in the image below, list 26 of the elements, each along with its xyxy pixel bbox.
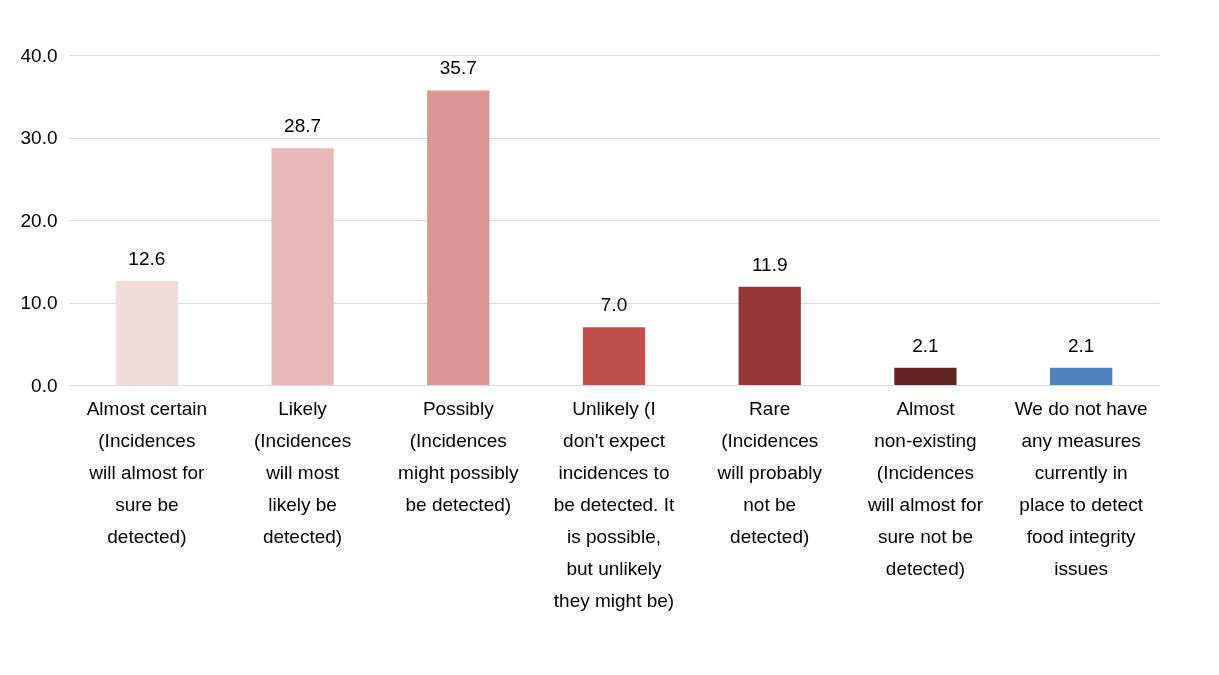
- bar: [894, 367, 957, 385]
- data-label: 28.7: [284, 115, 322, 137]
- bar: [738, 286, 801, 385]
- data-label: 11.9: [751, 253, 788, 275]
- data-label: 7.0: [600, 294, 628, 316]
- x-tick-label: Almost non-existing (Incidences will almost for sure not be detected): [866, 397, 984, 579]
- x-tick-label: Almost certain (Incidences will almost for sure be detected): [86, 397, 208, 547]
- bar: [271, 148, 334, 385]
- x-tick-label: Likely (Incidences will most likely be detected): [253, 397, 352, 547]
- y-tick-label: 20.0: [20, 209, 58, 231]
- x-tick-label: Rare (Incidences will probably not be detected): [716, 397, 823, 547]
- data-label: 2.1: [1067, 334, 1095, 356]
- bar: [1050, 367, 1113, 385]
- data-label: 35.7: [439, 57, 477, 79]
- y-tick-label: 10.0: [20, 292, 58, 313]
- x-tick-label: Unlikely (I don't expect incidences to be detected. It is possible, but unlikely they might be): [553, 397, 675, 611]
- x-tick-label: We do not have any measures currently in place to detect food integrity issues: [1014, 397, 1148, 579]
- x-tick-label: Possibly (Incidences might possibly be detected): [398, 397, 519, 515]
- bar: [115, 281, 178, 385]
- y-tick-label: 30.0: [20, 127, 58, 148]
- data-label: 12.6: [128, 248, 166, 270]
- data-label: 2.1: [912, 334, 939, 356]
- y-tick-label: 0.0: [31, 374, 58, 396]
- bar: [582, 327, 646, 385]
- bar: [427, 90, 490, 385]
- y-tick-label: 40.0: [20, 44, 58, 66]
